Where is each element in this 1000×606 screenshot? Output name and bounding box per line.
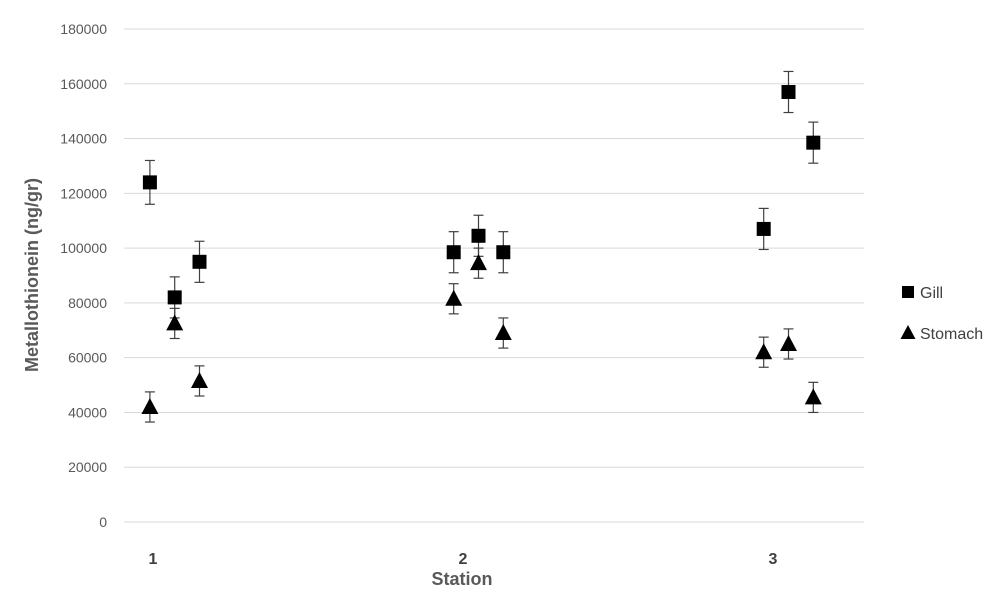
stomach-point: [804, 388, 822, 405]
x-tick-label: 1: [149, 551, 158, 568]
legend-item-gill: Gill: [902, 285, 943, 302]
y-axis-title: Metallothionein (ng/gr): [22, 178, 42, 372]
y-tick-label: 60000: [68, 350, 107, 366]
gill-point: [167, 290, 182, 305]
y-tick-label: 180000: [60, 21, 107, 37]
stomach-point: [445, 289, 463, 306]
gill-point: [806, 135, 821, 150]
gill-point: [192, 254, 207, 269]
x-axis-title: Station: [432, 569, 493, 589]
legend-marker-gill: [902, 286, 914, 298]
stomach-point: [166, 314, 184, 331]
y-tick-label: 40000: [68, 404, 107, 420]
stomach-point: [494, 324, 512, 341]
y-tick-labels: 0 20000 40000 60000 80000 100000 120000 140000 1…: [60, 21, 107, 530]
stomach-point: [755, 343, 773, 360]
legend: Gill Stomach: [900, 285, 983, 343]
gill-point: [446, 245, 461, 260]
y-tick-label: 100000: [60, 240, 107, 256]
y-tick-label: 20000: [68, 459, 107, 475]
stomach-point: [191, 371, 208, 388]
gill-point: [496, 245, 511, 260]
x-tick-label: 2: [459, 551, 468, 568]
y-tick-label: 80000: [68, 295, 107, 311]
grid-lines: [124, 28, 864, 523]
gill-point: [756, 221, 771, 236]
stomach-point: [780, 334, 797, 351]
y-tick-label: 140000: [60, 131, 107, 147]
x-tick-labels: 1 2 3: [149, 551, 778, 568]
stomach-point: [470, 254, 487, 271]
data-markers: [141, 84, 822, 414]
stomach-point: [141, 397, 159, 414]
legend-label-gill: Gill: [920, 285, 943, 302]
x-tick-label: 3: [769, 551, 778, 568]
y-tick-label: 120000: [60, 185, 107, 201]
legend-label-stomach: Stomach: [920, 326, 983, 343]
y-tick-label: 0: [99, 514, 107, 530]
legend-marker-stomach: [900, 325, 916, 339]
gill-point: [781, 84, 796, 99]
gill-point: [142, 175, 157, 190]
gill-point: [471, 228, 486, 243]
legend-item-stomach: Stomach: [900, 325, 983, 343]
y-tick-label: 160000: [60, 76, 107, 92]
error-bars: [144, 70, 819, 423]
